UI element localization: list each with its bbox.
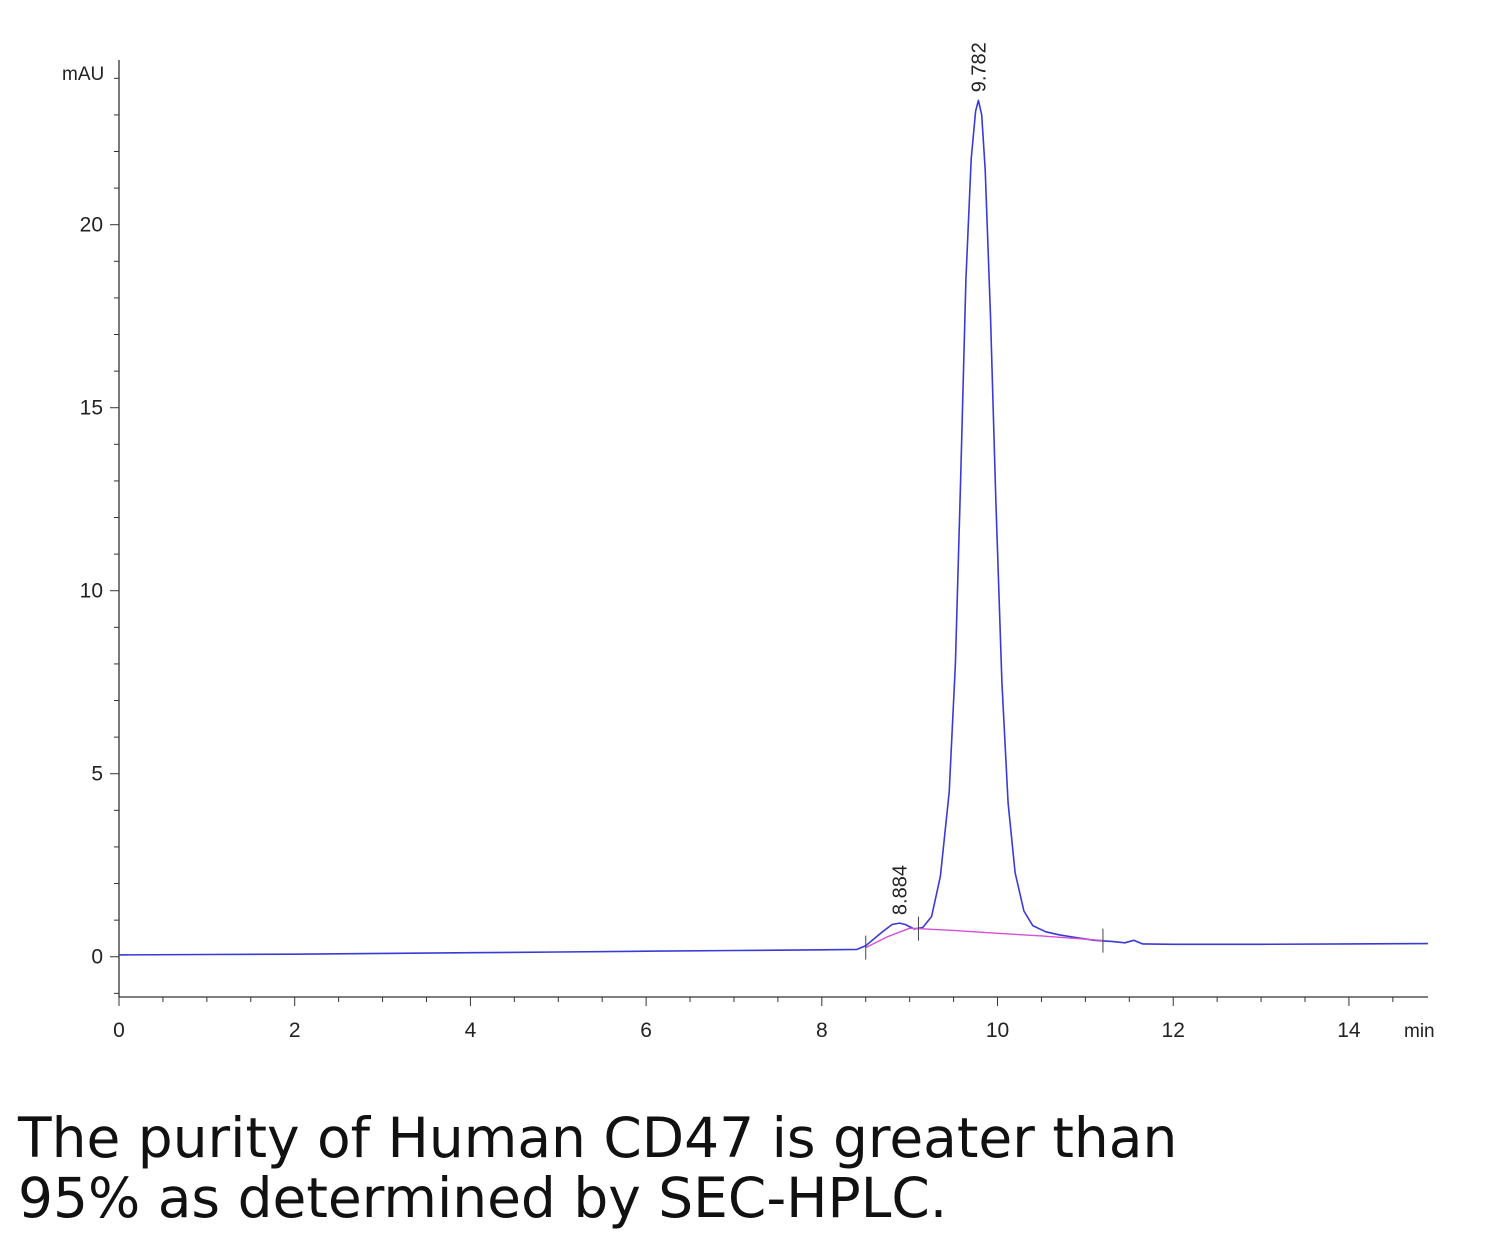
x-tick-label: 2: [289, 1019, 301, 1042]
chart-marks: 8.884 9.782: [118, 42, 1429, 960]
x-tick-label: 12: [1162, 1019, 1185, 1042]
x-tick-label: 0: [113, 1019, 125, 1042]
baseline-trace: [865, 927, 1103, 949]
axes: 0 5 10 15 20 0 2 4 6 8 10 12 14: [80, 60, 1428, 1042]
caption-line-2: 95% as determined by SEC-HPLC.: [18, 1166, 948, 1230]
x-axis-unit-label: min: [1404, 1021, 1435, 1042]
x-tick-label: 4: [465, 1019, 477, 1042]
y-tick-label: 0: [91, 946, 103, 969]
x-tick-label: 10: [986, 1019, 1009, 1042]
caption: The purity of Human CD47 is greater than…: [18, 1108, 1478, 1228]
x-tick-label: 8: [816, 1019, 828, 1042]
y-tick-label: 20: [80, 214, 103, 237]
peak-label: 8.884: [889, 865, 911, 915]
hplc-chromatogram: 0 5 10 15 20 0 2 4 6 8 10 12 14 8.884 9.782 mAU min: [62, 42, 1435, 1042]
y-axis-unit-label: mAU: [62, 64, 104, 85]
x-tick-label: 6: [640, 1019, 652, 1042]
peak-label: 9.782: [968, 42, 990, 92]
x-tick-label: 14: [1337, 1019, 1361, 1042]
y-tick-label: 5: [91, 763, 103, 786]
y-tick-label: 15: [80, 397, 103, 420]
y-tick-label: 10: [80, 580, 103, 603]
caption-line-1: The purity of Human CD47 is greater than: [18, 1106, 1178, 1170]
chromatogram-trace: [118, 99, 1429, 956]
